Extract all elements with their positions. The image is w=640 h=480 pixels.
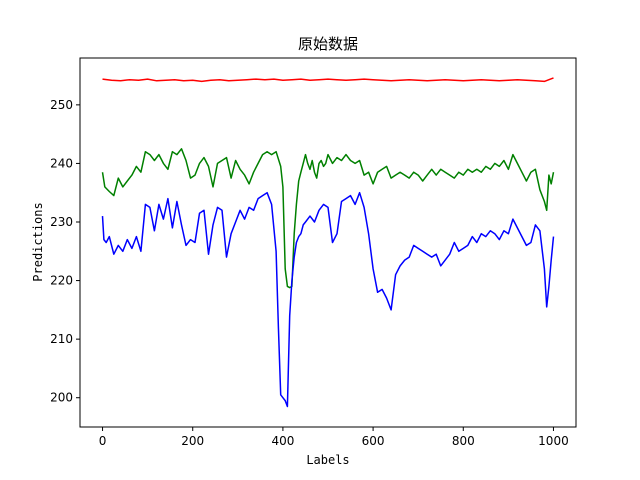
- series-line-3: [101, 191, 555, 408]
- y-tick-label: 220: [50, 274, 73, 288]
- y-tick-label: 230: [50, 215, 73, 229]
- y-tick-label: 200: [50, 391, 73, 405]
- chart-title: 原始数据: [298, 35, 358, 53]
- x-tick-label: 800: [452, 434, 475, 448]
- series-line-1: [102, 77, 554, 83]
- x-axis: 0 200 400 600 800 1000: [99, 427, 569, 448]
- y-tick-label: 250: [50, 98, 73, 112]
- x-tick-label: 600: [362, 434, 385, 448]
- y-axis-label: Predictions: [31, 202, 45, 281]
- x-tick-label: 0: [99, 434, 107, 448]
- series-layer: [101, 77, 555, 408]
- x-tick-label: 1000: [538, 434, 569, 448]
- y-tick-label: 240: [50, 156, 73, 170]
- y-axis: 200 210 220 230 240 250: [50, 98, 80, 405]
- x-tick-label: 200: [181, 434, 204, 448]
- x-axis-label: Labels: [306, 453, 349, 467]
- plot-frame: [79, 57, 577, 428]
- x-tick-label: 400: [271, 434, 294, 448]
- series-line-2: [101, 148, 555, 289]
- y-tick-label: 210: [50, 332, 73, 346]
